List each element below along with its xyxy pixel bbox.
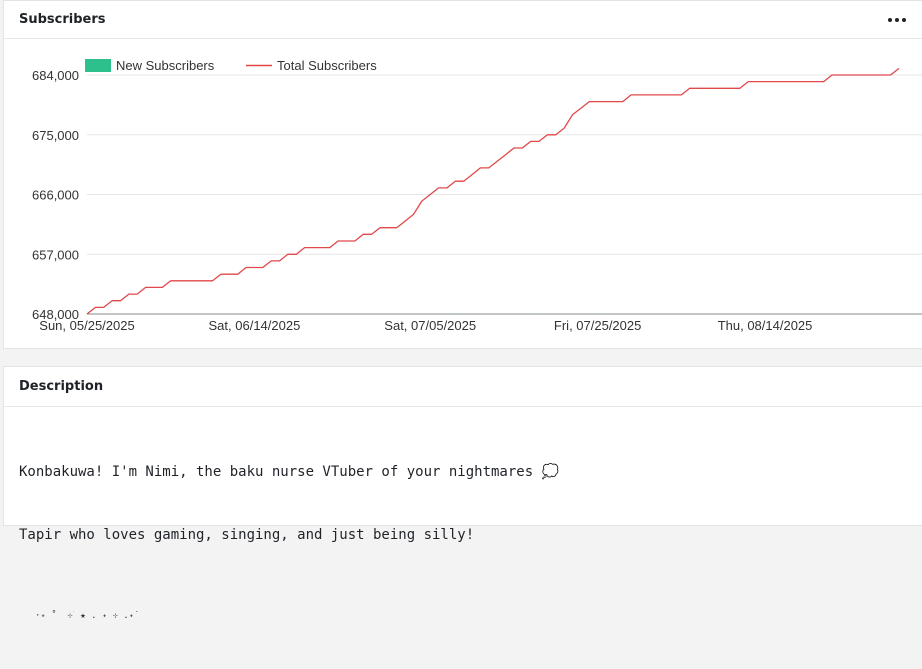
x-tick-label: Sat, 06/14/2025	[209, 318, 301, 333]
description-text: Konbakuwa! I'm Nimi, the baku nurse VTub…	[4, 407, 922, 669]
y-tick-label: 666,000	[32, 188, 79, 203]
legend-label-new-subscribers: New Subscribers	[116, 58, 215, 73]
chart-legend[interactable]: New Subscribers Total Subscribers	[85, 58, 377, 73]
x-tick-label: Thu, 08/14/2025	[718, 318, 813, 333]
description-card: Description Konbakuwa! I'm Nimi, the bak…	[3, 366, 922, 526]
y-tick-label: 684,000	[32, 68, 79, 83]
y-tick-label: 657,000	[32, 247, 79, 262]
description-line-1: Konbakuwa! I'm Nimi, the baku nurse VTub…	[19, 462, 922, 483]
x-tick-label: Fri, 07/25/2025	[554, 318, 641, 333]
legend-label-total-subscribers: Total Subscribers	[277, 58, 377, 73]
legend-swatch-new-subscribers	[85, 59, 111, 72]
y-tick-label: 675,000	[32, 128, 79, 143]
total-subscribers-series	[87, 68, 899, 314]
description-card-title: Description	[19, 379, 103, 394]
total-subscribers-line	[87, 68, 899, 314]
description-line-2: Tapir who loves gaming, singing, and jus…	[19, 525, 922, 546]
subscribers-card: Subscribers New Subscribers Total Subscri…	[3, 0, 922, 349]
subscribers-card-header: Subscribers	[4, 1, 922, 39]
chart-grid	[87, 75, 922, 314]
description-line-3: ·˖ ˚ ⊹ ࣪ ★ . ˖ ⊹ .˖˙	[19, 606, 922, 627]
description-card-header: Description	[4, 367, 922, 407]
x-tick-label: Sat, 07/05/2025	[384, 318, 476, 333]
x-axis-ticks: Sun, 05/25/2025 Sat, 06/14/2025 Sat, 07/05…	[39, 318, 812, 333]
x-tick-label: Sun, 05/25/2025	[39, 318, 134, 333]
subscribers-card-title: Subscribers	[19, 12, 106, 27]
more-horizontal-icon[interactable]	[884, 14, 910, 26]
